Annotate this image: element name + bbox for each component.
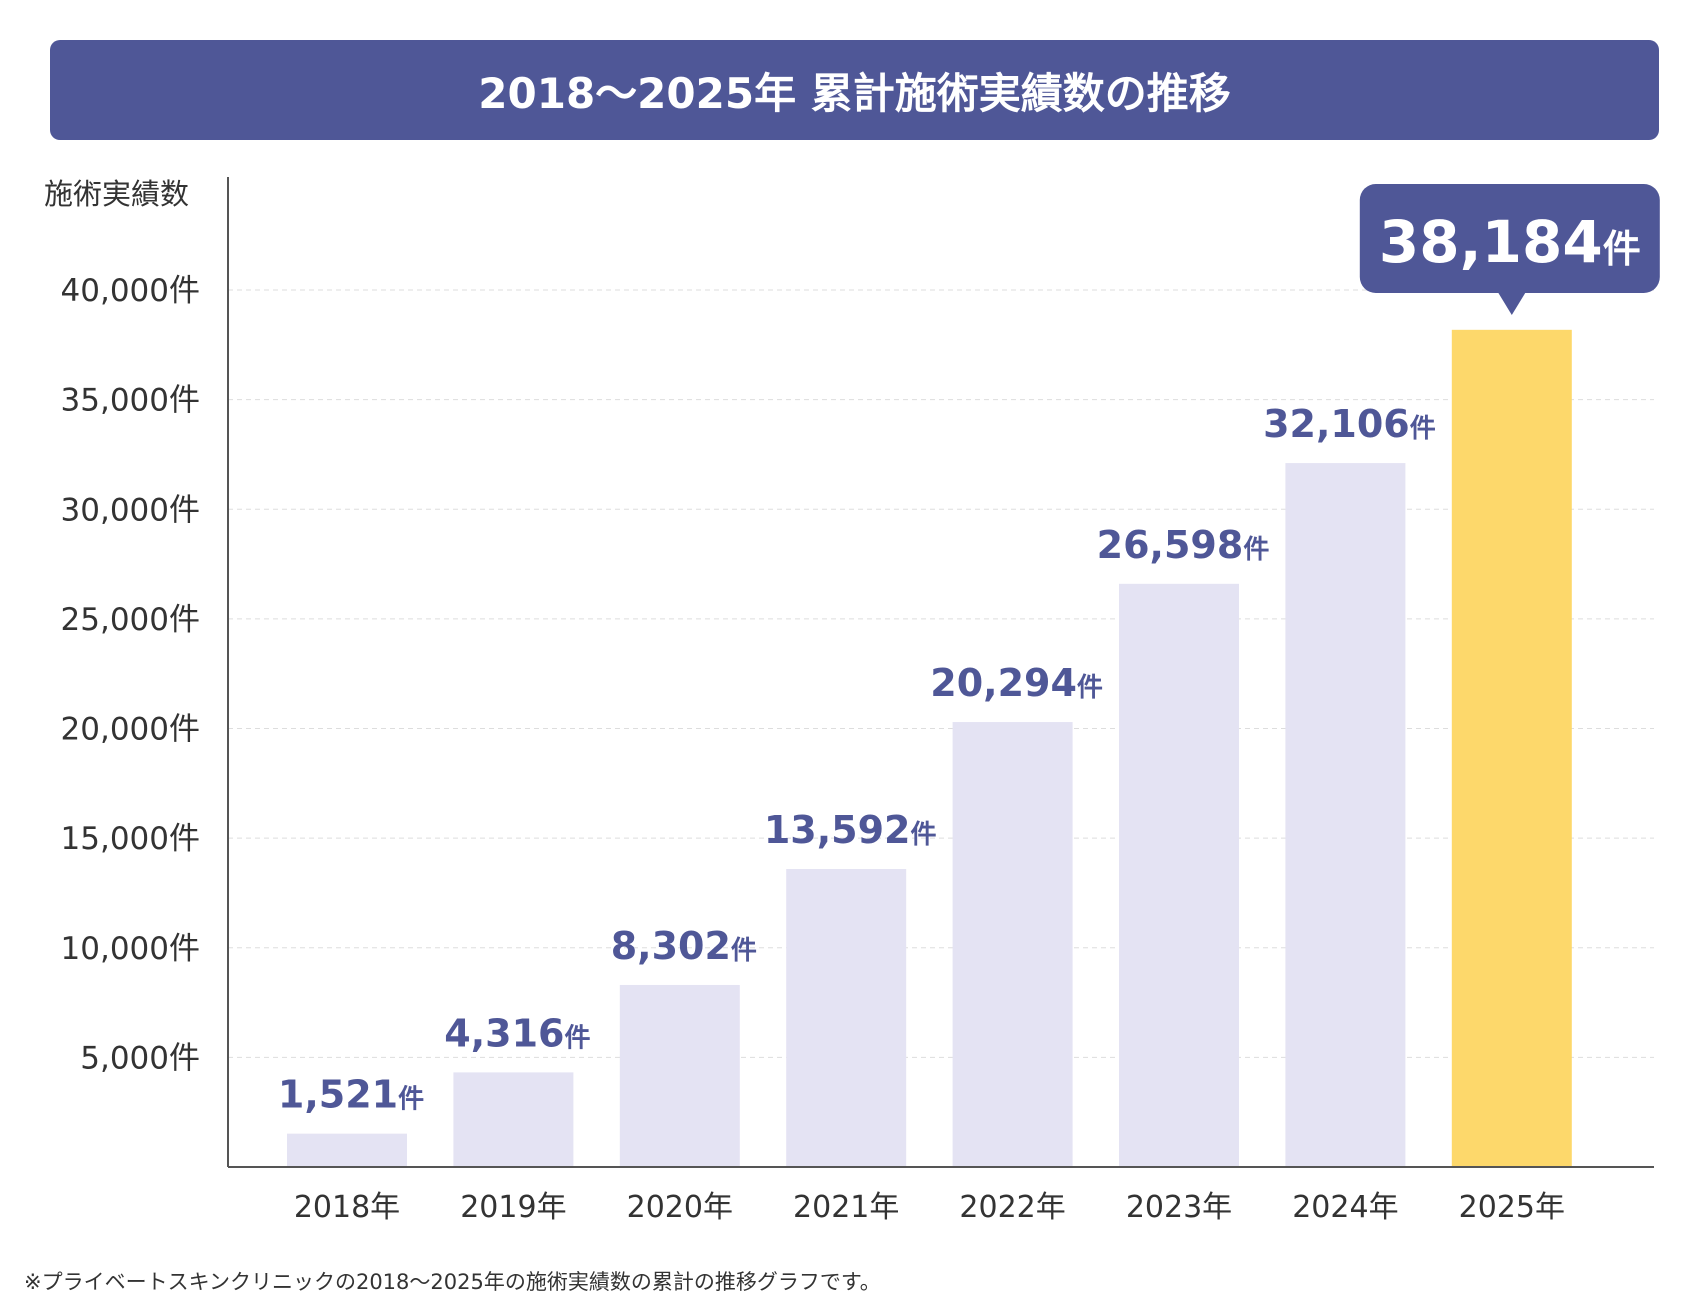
bar-2022年 bbox=[952, 722, 1073, 1167]
y-tick-label: 20,000件 bbox=[61, 712, 200, 748]
footnote: ※プライベートスキンクリニックの2018〜2025年の施術実績数の累計の推移グラ… bbox=[24, 1270, 881, 1294]
y-tick-label: 10,000件 bbox=[61, 931, 200, 967]
x-tick-label: 2025年 bbox=[1459, 1190, 1565, 1225]
x-tick-label: 2022年 bbox=[959, 1190, 1065, 1225]
y-tick-label: 15,000件 bbox=[61, 821, 200, 857]
data-label: 20,294件 bbox=[930, 661, 1103, 705]
value-callout-pointer bbox=[1497, 292, 1526, 315]
data-label: 8,302件 bbox=[611, 924, 757, 968]
chart-title-banner: 2018〜2025年 累計施術実績数の推移 bbox=[50, 40, 1659, 140]
chart-title: 2018〜2025年 累計施術実績数の推移 bbox=[478, 68, 1231, 118]
y-tick-label: 25,000件 bbox=[61, 602, 200, 638]
x-tick-label: 2020年 bbox=[627, 1190, 733, 1225]
bar-2020年 bbox=[619, 984, 740, 1167]
bar-2021年 bbox=[786, 868, 907, 1167]
y-tick-label: 35,000件 bbox=[61, 383, 200, 419]
data-label: 38,184件 bbox=[1379, 208, 1641, 276]
x-tick-label: 2023年 bbox=[1126, 1190, 1232, 1225]
data-label: 1,521件 bbox=[278, 1073, 424, 1117]
data-label: 4,316件 bbox=[444, 1011, 590, 1055]
y-axis-title: 施術実績数 bbox=[44, 177, 189, 211]
data-label: 13,592件 bbox=[764, 808, 937, 852]
y-tick-label: 5,000件 bbox=[80, 1040, 200, 1076]
bar-2018年 bbox=[287, 1133, 407, 1167]
bar-2025年 bbox=[1451, 329, 1572, 1167]
x-tick-label: 2021年 bbox=[793, 1190, 899, 1225]
y-tick-label: 40,000件 bbox=[61, 273, 200, 309]
y-tick-label: 30,000件 bbox=[61, 492, 200, 528]
bar-2019年 bbox=[453, 1072, 574, 1167]
data-label: 32,106件 bbox=[1263, 402, 1436, 446]
x-tick-label: 2018年 bbox=[294, 1190, 400, 1225]
bar-2024年 bbox=[1285, 463, 1406, 1168]
data-label: 26,598件 bbox=[1097, 523, 1270, 567]
value-callout-bubble bbox=[1359, 184, 1660, 293]
x-tick-label: 2019年 bbox=[460, 1190, 566, 1225]
bar-2023年 bbox=[1119, 583, 1239, 1167]
x-tick-label: 2024年 bbox=[1292, 1190, 1398, 1225]
